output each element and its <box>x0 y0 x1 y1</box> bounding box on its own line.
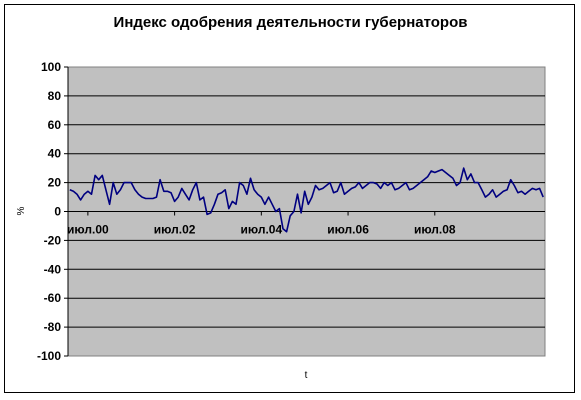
chart-title: Индекс одобрения деятельности губернатор… <box>113 14 468 31</box>
x-axis-label: t <box>305 370 308 381</box>
y-tick-label: -60 <box>44 291 62 305</box>
x-tick-label: июл.02 <box>154 223 196 237</box>
y-tick-label: 60 <box>48 118 62 132</box>
y-tick-label: 40 <box>48 147 62 161</box>
y-axis-label: % <box>16 206 27 215</box>
y-tick-label: -20 <box>44 233 62 247</box>
y-tick-labels: 100 80 60 40 20 0 -20 -40 -60 -80 -100 <box>37 60 68 363</box>
y-tick-label: 0 <box>54 205 61 219</box>
y-tick-label: -40 <box>44 262 62 276</box>
x-tick-label: июл.08 <box>414 223 456 237</box>
x-tick-label: июл.04 <box>241 223 283 237</box>
x-tick-labels: июл.00 июл.02 июл.04 июл.06 июл.08 <box>67 211 456 237</box>
y-tick-label: 20 <box>48 176 62 190</box>
x-tick-label: июл.00 <box>67 223 109 237</box>
y-tick-label: 100 <box>41 60 61 74</box>
x-tick-label: июл.06 <box>327 223 369 237</box>
series-line <box>69 167 544 233</box>
y-tick-label: -80 <box>44 320 62 334</box>
grid-lines <box>68 95 545 328</box>
y-tick-label: -100 <box>37 349 61 363</box>
y-tick-label: 80 <box>48 89 62 103</box>
